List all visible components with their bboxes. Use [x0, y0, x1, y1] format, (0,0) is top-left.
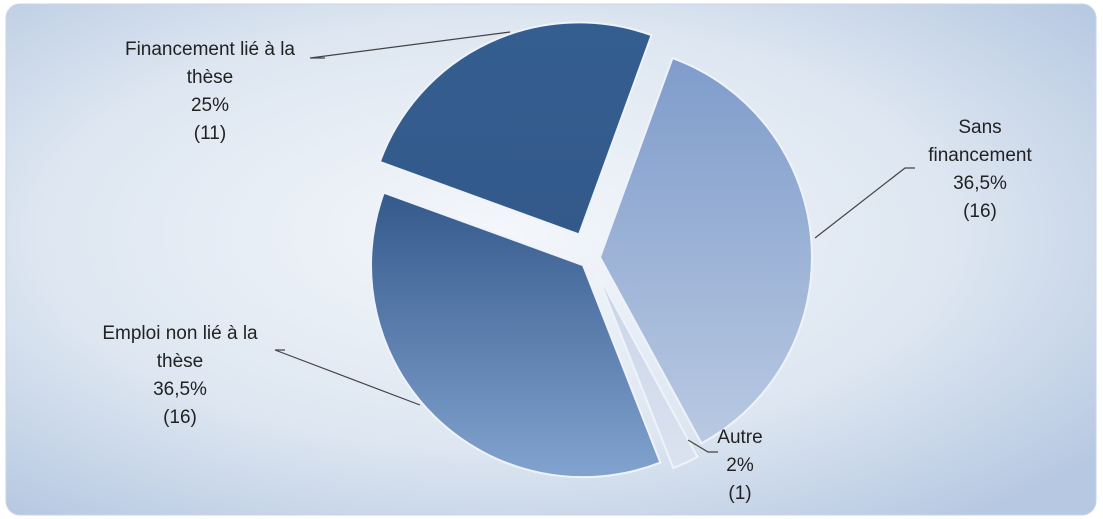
slice-label: Sans financement 36,5% (16): [920, 114, 1040, 226]
category-label: Autre: [717, 427, 763, 448]
count-label: (16): [963, 201, 997, 222]
category-label: Financement lié à la thèse: [124, 39, 296, 88]
pie-slice: [370, 191, 662, 479]
value-label: 25%: [190, 95, 230, 116]
category-label: Sans financement: [928, 117, 1032, 166]
leader-line: [309, 31, 511, 59]
leader-line: [687, 439, 718, 453]
category-label: Emploi non lié à la thèse: [102, 323, 258, 372]
value-label: 36,5%: [953, 173, 1007, 194]
pie-slice: [378, 21, 653, 236]
leader-line: [814, 167, 915, 239]
count-label: (16): [163, 407, 197, 428]
pie-slice: [598, 56, 813, 445]
leader-line: [274, 349, 421, 406]
value-label: 2%: [726, 455, 754, 476]
slice-label: Emploi non lié à la thèse 36,5% (16): [80, 320, 280, 432]
slice-label: Financement lié à la thèse 25% (11): [110, 36, 310, 148]
count-label: (11): [193, 123, 227, 144]
value-label: 36,5%: [153, 379, 207, 400]
slice-label: Autre 2% (1): [700, 424, 780, 508]
pie-slice: [594, 270, 699, 470]
count-label: (1): [728, 483, 752, 504]
